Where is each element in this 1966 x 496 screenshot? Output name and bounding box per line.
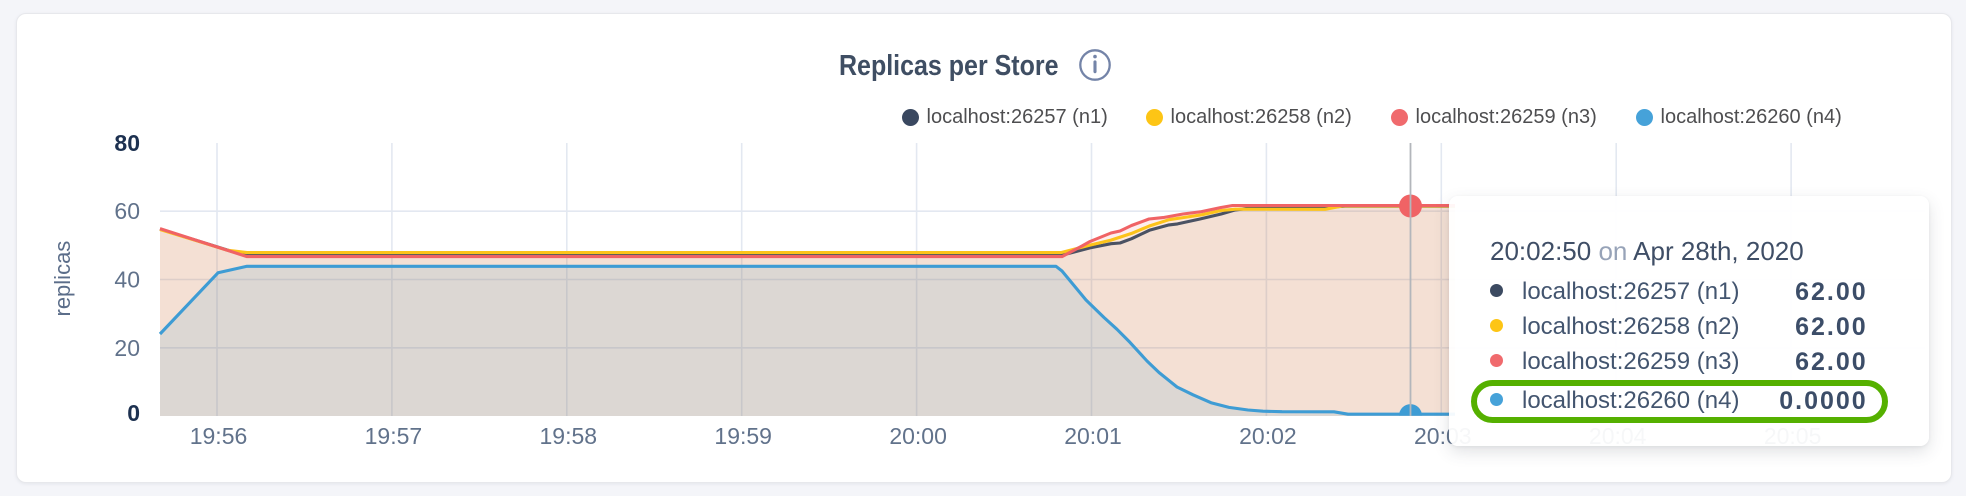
svg-text:60: 60 — [114, 198, 140, 224]
svg-text:replicas: replicas — [50, 241, 75, 317]
svg-text:0: 0 — [127, 400, 140, 426]
svg-text:19:58: 19:58 — [540, 423, 598, 449]
svg-text:40: 40 — [114, 267, 140, 293]
svg-text:20:02: 20:02 — [1239, 423, 1297, 449]
svg-text:80: 80 — [114, 130, 140, 156]
svg-text:19:56: 19:56 — [190, 423, 248, 449]
svg-text:20: 20 — [114, 335, 140, 361]
svg-text:20:01: 20:01 — [1064, 423, 1122, 449]
svg-text:20:00: 20:00 — [889, 423, 947, 449]
svg-text:19:59: 19:59 — [714, 423, 772, 449]
svg-text:19:57: 19:57 — [365, 423, 423, 449]
